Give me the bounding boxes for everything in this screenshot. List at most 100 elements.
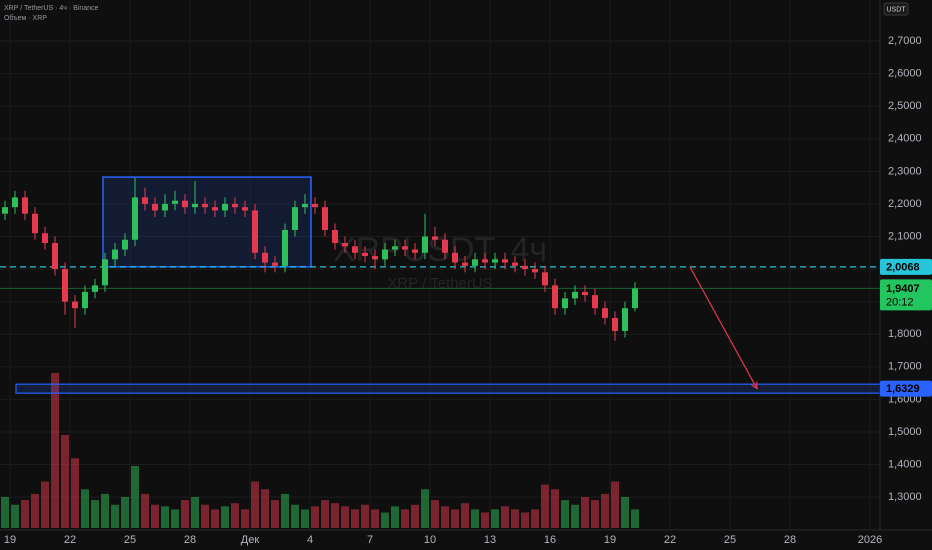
x-tick-label: 28 bbox=[184, 534, 196, 546]
volume-bar bbox=[411, 504, 419, 528]
volume-bar bbox=[341, 506, 349, 528]
volume-bar bbox=[171, 509, 179, 528]
x-tick-label: 16 bbox=[544, 534, 556, 546]
volume-bar bbox=[471, 509, 479, 528]
candle-body bbox=[72, 301, 78, 309]
volume-bar bbox=[281, 493, 289, 528]
x-tick-label: 13 bbox=[484, 534, 496, 546]
candle-body bbox=[162, 203, 168, 211]
y-tick-label: 2,2000 bbox=[888, 198, 922, 210]
volume-bar bbox=[211, 509, 219, 528]
x-tick-label: 4 bbox=[307, 534, 313, 546]
candle-body bbox=[122, 239, 128, 250]
candle-body bbox=[212, 207, 218, 211]
volume-bar bbox=[431, 500, 439, 528]
volume-bar bbox=[161, 506, 169, 528]
candle-body bbox=[302, 203, 308, 208]
candle-body bbox=[452, 252, 458, 263]
candle-body bbox=[92, 285, 98, 292]
candle-body bbox=[202, 203, 208, 208]
candle-body bbox=[332, 229, 338, 244]
volume-legend[interactable]: Объем · XRP bbox=[4, 14, 47, 22]
volume-bar bbox=[611, 481, 619, 528]
volume-bar bbox=[151, 504, 159, 528]
y-tick-label: 2,4000 bbox=[888, 133, 922, 145]
volume-bar bbox=[481, 512, 489, 528]
candle-body bbox=[252, 210, 258, 253]
currency-button[interactable] bbox=[883, 2, 909, 16]
volume-bar bbox=[51, 373, 59, 528]
candle-body bbox=[152, 203, 158, 211]
candle-body bbox=[622, 308, 628, 331]
candle-body bbox=[182, 200, 188, 208]
candle-body bbox=[382, 249, 388, 260]
volume-bar bbox=[141, 493, 149, 528]
candle-body bbox=[572, 291, 578, 299]
volume-bar bbox=[41, 481, 49, 528]
volume-bar bbox=[531, 509, 539, 528]
volume-bar bbox=[61, 435, 69, 528]
x-tick-label: 19 bbox=[4, 534, 16, 546]
y-tick-label: 2,1000 bbox=[888, 230, 922, 242]
x-tick-label: 22 bbox=[64, 534, 76, 546]
candle-body bbox=[462, 262, 468, 266]
volume-bar bbox=[271, 500, 279, 528]
volume-bar bbox=[181, 500, 189, 528]
volume-bar bbox=[11, 504, 19, 528]
watermark: XRPUSDT, 4ч bbox=[333, 231, 547, 269]
x-tick-label: 22 bbox=[664, 534, 676, 546]
volume-bar bbox=[391, 506, 399, 528]
volume-bar bbox=[451, 509, 459, 528]
candle-body bbox=[402, 246, 408, 250]
y-tick-label: 2,6000 bbox=[888, 68, 922, 80]
candle-body bbox=[172, 200, 178, 204]
volume-bar bbox=[261, 489, 269, 528]
y-tick-label: 1,3000 bbox=[888, 491, 922, 503]
volume-bar bbox=[231, 503, 239, 528]
x-tick-label: 10 bbox=[424, 534, 436, 546]
candle-body bbox=[142, 197, 148, 204]
candle-body bbox=[472, 259, 478, 266]
support-zone bbox=[15, 383, 881, 394]
candle-body bbox=[2, 207, 8, 214]
candle-body bbox=[22, 197, 28, 214]
candle-body bbox=[612, 317, 618, 331]
x-tick-label: 7 bbox=[367, 534, 373, 546]
candle-body bbox=[542, 272, 548, 286]
volume-bar bbox=[101, 493, 109, 528]
x-tick-label: 19 bbox=[604, 534, 616, 546]
x-tick-label: 25 bbox=[724, 534, 736, 546]
volume-bar bbox=[601, 493, 609, 528]
candle-body bbox=[32, 213, 38, 234]
candle-body bbox=[442, 239, 448, 253]
volume-bar bbox=[371, 509, 379, 528]
volume-bar bbox=[541, 484, 549, 528]
candle-body bbox=[112, 249, 118, 260]
bar-countdown: 20:12 bbox=[886, 296, 914, 308]
currency[interactable]: USDT bbox=[886, 6, 906, 13]
candle-body bbox=[392, 246, 398, 250]
grid bbox=[0, 40, 880, 498]
volume-bar bbox=[501, 506, 509, 528]
volume-bar bbox=[561, 500, 569, 528]
level-tag bbox=[880, 380, 932, 397]
volume-bar bbox=[21, 500, 29, 528]
volume-bar bbox=[351, 509, 359, 528]
volume-bar bbox=[121, 497, 129, 528]
candle-body bbox=[342, 243, 348, 247]
candle-body bbox=[632, 288, 638, 309]
candle-body bbox=[132, 197, 138, 240]
candle-body bbox=[52, 243, 58, 270]
candle-body bbox=[432, 236, 438, 240]
y-tick-label: 1,4000 bbox=[888, 458, 922, 470]
volume-bar bbox=[551, 489, 559, 528]
candle-body bbox=[592, 295, 598, 309]
last-price-tag bbox=[880, 279, 932, 311]
level-tag bbox=[880, 258, 932, 275]
volume-bar bbox=[191, 497, 199, 528]
volume-bar bbox=[491, 509, 499, 528]
level-label: 2,0068 bbox=[886, 261, 920, 273]
